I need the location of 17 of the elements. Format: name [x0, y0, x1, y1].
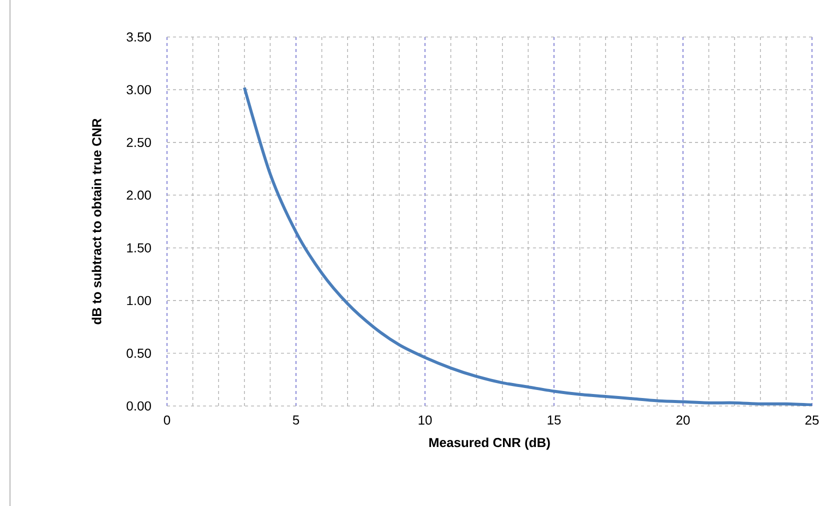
- x-tick-label: 20: [676, 416, 690, 425]
- y-tick-label: 1.00: [127, 296, 151, 306]
- x-tick-label: 0: [164, 416, 170, 425]
- x-tick-label: 25: [805, 416, 819, 425]
- y-axis-title: dB to subtract to obtain true CNR: [92, 118, 102, 324]
- y-tick-label: 0.00: [126, 401, 151, 411]
- x-tick-label: 15: [548, 416, 561, 425]
- y-tick-label: 1.50: [127, 243, 151, 252]
- y-tick-label: 0.50: [126, 348, 151, 358]
- y-tick-label: 3.00: [126, 85, 151, 94]
- line-series: [242, 86, 812, 406]
- x-tick-label: 5: [292, 416, 300, 425]
- y-tick-label: 2.00: [126, 190, 151, 200]
- x-axis-title: Measured CNR (dB): [429, 438, 550, 450]
- y-tick-label: 2.50: [126, 138, 151, 148]
- x-tick-label: 10: [418, 416, 432, 425]
- y-tick-label: 3.50: [126, 32, 151, 42]
